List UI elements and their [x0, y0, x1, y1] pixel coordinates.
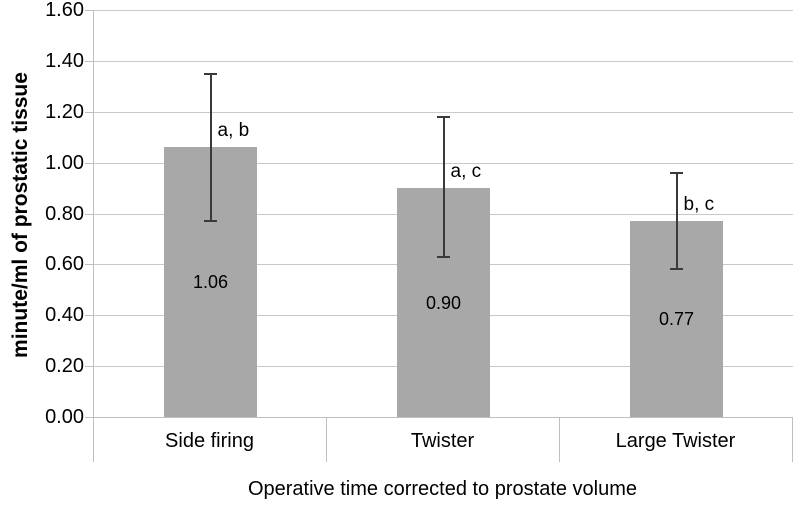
y-axis-tick-label: 1.40 — [45, 49, 84, 72]
plot-area: a, b 1.06 a, c 0.90 b, c 0.77 — [93, 10, 793, 418]
y-axis-tick-label: 0.40 — [45, 304, 84, 327]
y-axis-tick-mark — [85, 366, 93, 368]
y-axis-tick-label: 0.00 — [45, 406, 84, 428]
x-axis-tick-mark — [559, 417, 560, 462]
y-axis-tick-label: 1.20 — [45, 100, 84, 123]
error-bar-top-cap — [670, 171, 683, 174]
y-axis-tick-mark — [85, 417, 93, 418]
x-axis-tick-mark — [93, 417, 94, 462]
error-bar-bottom-cap — [204, 220, 217, 223]
x-axis-category-label: Large Twister — [615, 430, 736, 452]
y-axis-tick-mark — [85, 315, 93, 317]
error-bar-bottom-cap — [670, 268, 683, 271]
bar-value-label: 0.90 — [425, 292, 462, 313]
significance-label: b, c — [683, 194, 715, 216]
x-axis-category-label: Twister — [410, 430, 475, 452]
y-axis-tick-mark — [85, 213, 93, 215]
x-axis-tick-mark — [326, 417, 327, 462]
y-axis-tick-mark — [85, 60, 93, 62]
y-axis-tick-label: 1.00 — [45, 151, 84, 174]
error-bar-top-cap — [204, 72, 217, 75]
y-axis-tick-mark — [85, 264, 93, 266]
error-bar — [675, 172, 678, 270]
y-axis-tick-label: 0.80 — [45, 202, 84, 225]
y-axis-tick-mark — [85, 162, 93, 164]
x-axis-category-label: Side firing — [165, 430, 254, 452]
y-axis-tick-mark — [85, 10, 93, 11]
significance-label: a, c — [450, 161, 482, 183]
bar-value-label: 0.77 — [658, 309, 695, 330]
y-axis-tick-mark — [85, 111, 93, 113]
error-bar-top-cap — [437, 115, 450, 118]
y-axis-tick-label: 0.20 — [45, 355, 84, 378]
y-axis-tick-label: 0.60 — [45, 253, 84, 276]
error-bar — [209, 73, 212, 222]
gridline — [94, 10, 793, 11]
gridline — [94, 111, 793, 113]
error-bar — [442, 116, 445, 257]
error-bar-bottom-cap — [437, 255, 450, 258]
x-axis-title: Operative time corrected to prostate vol… — [247, 478, 638, 500]
bar-value-label: 1.06 — [192, 272, 229, 293]
y-axis-tick-label: 1.60 — [45, 0, 84, 21]
significance-label: a, b — [217, 120, 250, 142]
gridline — [94, 60, 793, 62]
